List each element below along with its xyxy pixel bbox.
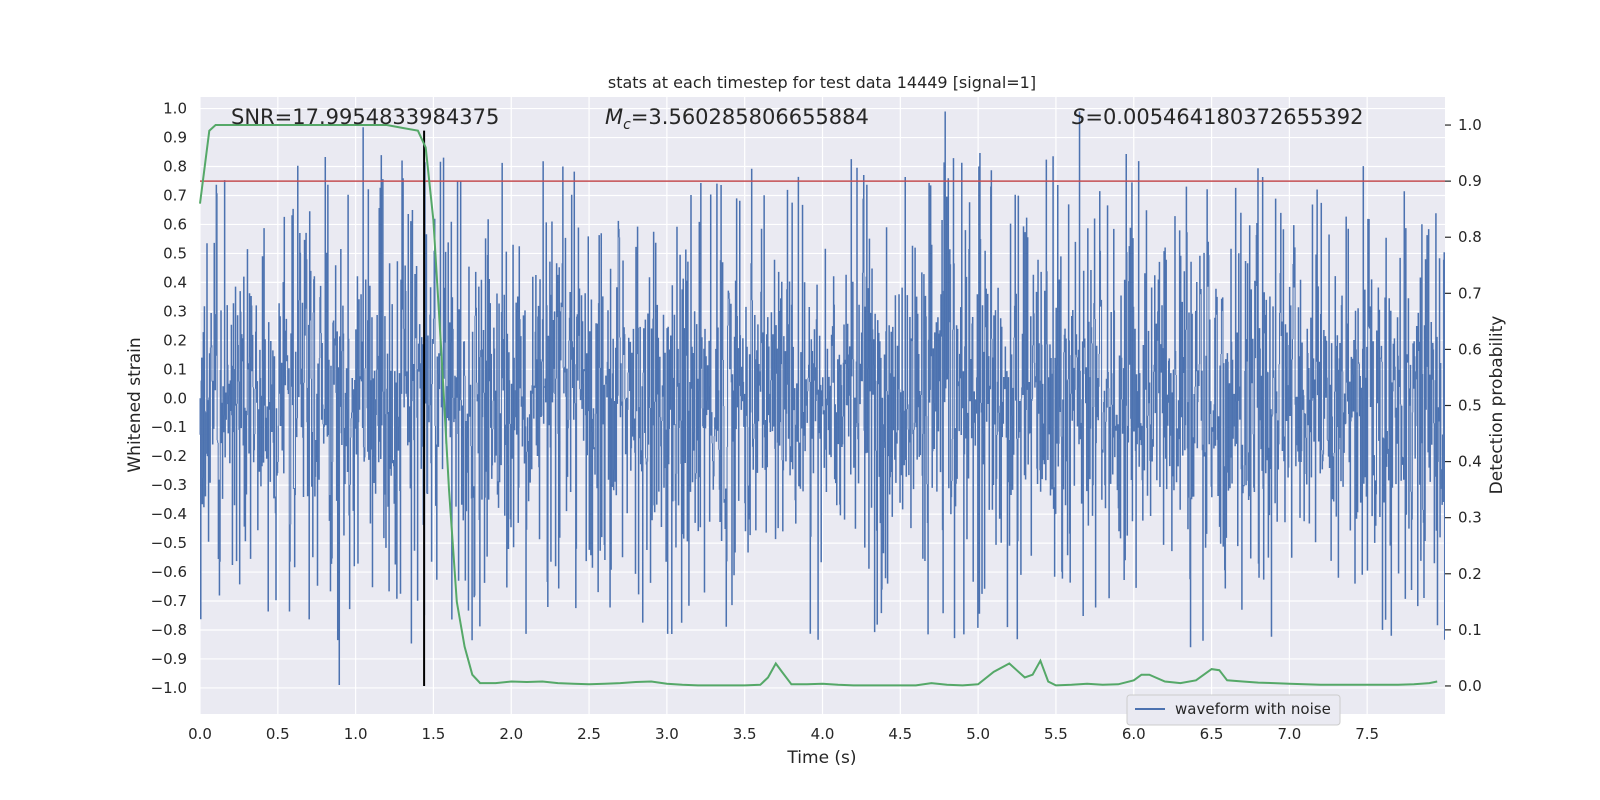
y-tick-label-right: 0.8 (1458, 228, 1482, 246)
y-tick-label-right: 1.0 (1458, 116, 1482, 134)
x-tick-label: 3.0 (655, 725, 679, 743)
x-tick-label: 2.0 (499, 725, 523, 743)
legend: waveform with noise (1126, 694, 1341, 726)
y-tick-label-left: 0.3 (163, 302, 187, 320)
legend-box (1126, 694, 1341, 726)
y-tick-label-left: 0.1 (163, 360, 187, 378)
chart-title: stats at each timestep for test data 144… (608, 73, 1036, 92)
y-tick-label-right: 0.3 (1458, 509, 1482, 527)
x-tick-label: 7.5 (1355, 725, 1379, 743)
x-tick-label: 0.5 (266, 725, 290, 743)
waveform-trace (199, 111, 1445, 685)
x-tick-label: 6.5 (1200, 725, 1224, 743)
y-tick-label-left: 0.2 (163, 331, 187, 349)
y-tick-label-left: −0.7 (151, 592, 187, 610)
x-tick-label: 7.0 (1277, 725, 1301, 743)
y-tick-label-right: 0.9 (1458, 172, 1482, 190)
y-tick-label-left: 0.9 (163, 129, 187, 147)
x-tick-label: 5.0 (966, 725, 990, 743)
y-tick-label-left: 0.4 (163, 273, 187, 291)
y-tick-label-left: −0.3 (151, 476, 187, 494)
x-tick-label: 4.0 (811, 725, 835, 743)
y-tick-label-left: −0.8 (151, 621, 187, 639)
y-tick-label-right: 0.0 (1458, 677, 1482, 695)
s-value: =0.005464180372655392 (1085, 105, 1363, 129)
waveform-with-noise-series (199, 111, 1445, 685)
chirp-mass-annotation: Mc=3.560285806655884 (605, 105, 869, 133)
y-tick-label-right: 0.2 (1458, 565, 1482, 583)
x-tick-label: 2.5 (577, 725, 601, 743)
y-tick-label-left: 1.0 (163, 100, 187, 118)
y-tick-label-left: 0.7 (163, 186, 187, 204)
y-tick-label-left: 0.6 (163, 215, 187, 233)
y-tick-label-right: 0.4 (1458, 453, 1482, 471)
y-tick-label-right: 0.1 (1458, 621, 1482, 639)
y-tick-label-right: 0.6 (1458, 340, 1482, 358)
x-tick-label: 4.5 (888, 725, 912, 743)
x-tick-label: 1.5 (422, 725, 446, 743)
legend-label-waveform: waveform with noise (1175, 700, 1331, 718)
snr-annotation: SNR=17.9954833984375 (231, 105, 499, 129)
detection-probability-line (199, 124, 1438, 687)
y-tick-label-left: −0.6 (151, 563, 187, 581)
x-tick-label: 3.5 (733, 725, 757, 743)
y-axis-label-left: Whitened strain (125, 337, 145, 472)
x-tick-label: 0.0 (188, 725, 212, 743)
x-tick-label: 1.0 (344, 725, 368, 743)
chirp-mass-symbol: M (605, 105, 623, 129)
chirp-mass-subscript: c (623, 117, 631, 133)
s-symbol: S (1072, 105, 1085, 129)
y-tick-label-left: 0.8 (163, 158, 187, 176)
chirp-mass-value: =3.560285806655884 (631, 105, 869, 129)
y-tick-label-right: 0.5 (1458, 397, 1482, 415)
y-tick-label-right: 0.7 (1458, 284, 1482, 302)
x-tick-label: 5.5 (1044, 725, 1068, 743)
y-tick-label-left: −0.9 (151, 650, 187, 668)
axis-ticks: 0.0 0.5 1.0 1.5 2.0 2.5 3.0 3.5 4.0 4.5 5.0 5.5 6.0 6… (151, 100, 1482, 743)
x-tick-label: 6.0 (1122, 725, 1146, 743)
y-tick-label-left: −0.5 (151, 534, 187, 552)
y-tick-label-left: −0.2 (151, 447, 187, 465)
y-tick-label-left: 0.0 (163, 389, 187, 407)
x-axis-label: Time (s) (786, 748, 856, 768)
y-tick-label-left: −1.0 (151, 679, 187, 697)
y-tick-label-left: −0.4 (151, 505, 187, 523)
y-axis-label-right: Detection probability (1487, 316, 1507, 495)
s-annotation: S=0.005464180372655392 (1072, 105, 1363, 129)
y-tick-label-left: 0.5 (163, 244, 187, 262)
y-tick-label-left: −0.1 (151, 418, 187, 436)
